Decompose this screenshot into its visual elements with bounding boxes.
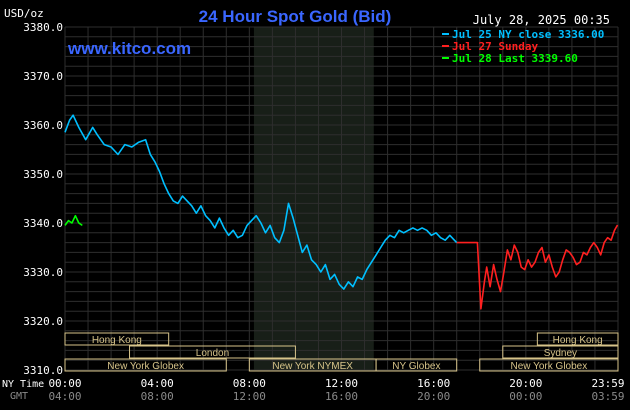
x-tick-label-gmt: 08:00	[141, 390, 174, 403]
market-box	[64, 358, 227, 372]
market-label: Hong Kong	[553, 335, 603, 346]
y-tick-label: 3360.0	[23, 119, 63, 132]
x-tick-label-ny: 20:00	[509, 377, 542, 390]
x-tick-label-gmt: 12:00	[233, 390, 266, 403]
chart-grid	[64, 26, 619, 371]
series-line-1: Jul 27 Sunday	[456, 224, 619, 310]
x-tick-label-gmt: 03:59	[591, 390, 624, 403]
legend-label-last: Jul 28 Last 3339.60	[452, 52, 578, 65]
ny-time-label: NY Time	[2, 379, 44, 390]
x-tick-label-gmt: 16:00	[325, 390, 358, 403]
x-tick-label-gmt: 04:00	[48, 390, 81, 403]
market-box	[64, 332, 170, 346]
unit-label: USD/oz	[4, 7, 44, 20]
market-label: New York Globex	[511, 361, 588, 372]
y-tick-label: 3320.0	[23, 315, 63, 328]
series-line-0: Jul 25 NY close 3336.00	[64, 114, 458, 290]
y-axis-labels: 3310.0 3320.0 3330.0 3340.0 3350.0 3360.0 3370…	[23, 21, 63, 377]
x-tick-label-gmt: 20:00	[417, 390, 450, 403]
legend-item-last: Jul 28 Last 3339.60	[442, 52, 578, 65]
market-box	[536, 332, 619, 346]
market-box	[479, 358, 619, 372]
gmt-label: GMT	[10, 391, 28, 402]
x-tick-label-ny: 08:00	[233, 377, 266, 390]
y-tick-label: 3380.0	[23, 21, 63, 34]
x-tick-label-ny: 16:00	[417, 377, 450, 390]
y-tick-label: 3370.0	[23, 70, 63, 83]
market-label: NY Globex	[392, 361, 440, 372]
x-tick-label-ny: 04:00	[141, 377, 174, 390]
nymex-session-band	[253, 27, 374, 370]
market-box	[502, 345, 619, 359]
legend: Jul 25 NY close 3336.00 Jul 27 Sunday Ju…	[442, 28, 604, 65]
market-label: New York Globex	[107, 361, 184, 372]
x-tick-label-ny: 12:00	[325, 377, 358, 390]
timestamp: July 28, 2025 00:35	[473, 13, 610, 27]
y-tick-label: 3310.0	[23, 364, 63, 377]
x-axis-labels: 00:0004:0004:0008:0008:0012:0012:0016:00…	[48, 377, 624, 403]
legend-label-sunday: Jul 27 Sunday	[452, 40, 538, 53]
market-box	[129, 345, 296, 359]
y-tick-label: 3330.0	[23, 266, 63, 279]
series-line-2: Jul 28 Last 3339.60	[64, 214, 83, 227]
market-hours: Hong Kong London New York Globex New York N…	[64, 332, 619, 372]
market-label: Hong Kong	[92, 335, 142, 346]
x-tick-label-ny: 00:00	[48, 377, 81, 390]
x-tick-label-ny: 23:59	[591, 377, 624, 390]
y-tick-label: 3350.0	[23, 168, 63, 181]
market-box	[375, 358, 458, 372]
market-label: New York NYMEX	[272, 361, 353, 372]
chart-title: 24 Hour Spot Gold (Bid)	[199, 7, 392, 26]
x-tick-label-gmt: 00:00	[509, 390, 542, 403]
legend-item-ny-close: Jul 25 NY close 3336.00	[442, 28, 604, 41]
y-tick-label: 3340.0	[23, 217, 63, 230]
website-label[interactable]: www.kitco.com	[67, 39, 191, 58]
legend-label-ny-close: Jul 25 NY close 3336.00	[452, 28, 604, 41]
market-label: Sydney	[544, 348, 577, 359]
market-label: London	[196, 348, 229, 359]
legend-item-sunday: Jul 27 Sunday	[442, 40, 538, 53]
